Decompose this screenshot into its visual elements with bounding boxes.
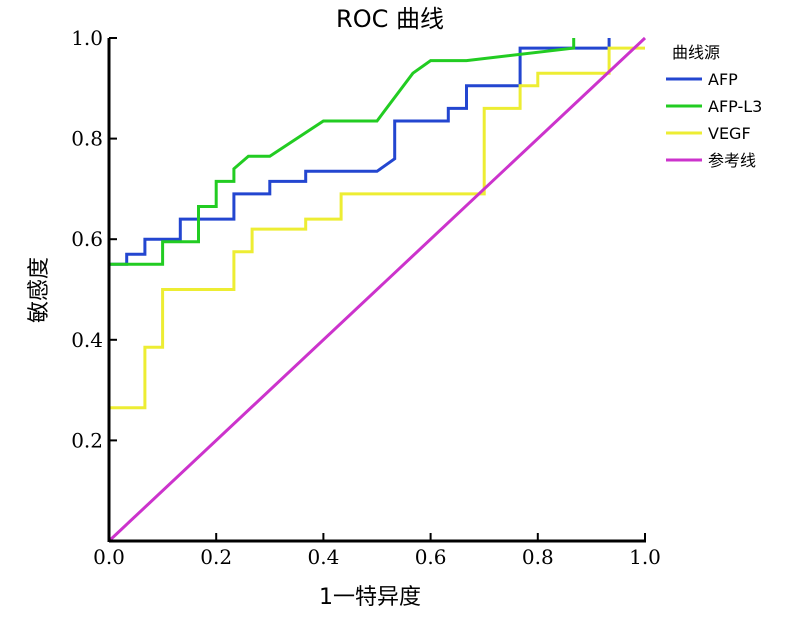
y-tick-label: 0.6 [71, 227, 103, 251]
x-tick-label: 0.8 [522, 545, 554, 569]
series-line-3 [107, 46, 645, 541]
x-tick-label: 0.6 [415, 545, 447, 569]
tick-layer: 0.0 0.2 0.4 0.6 0.8 1.0 0.2 0.4 0.6 0.8 1.0 [71, 26, 661, 569]
series-layer [107, 36, 647, 543]
series-line-1 [109, 38, 611, 266]
y-tick-label: 0.4 [71, 328, 103, 352]
x-tick-label: 1.0 [629, 545, 661, 569]
legend: 曲线源 AFP AFP-L3 VEGF 参考线 [666, 43, 762, 170]
x-tick-label: 0.0 [93, 545, 125, 569]
legend-label-3: VEGF [708, 124, 751, 143]
x-axis-title: 1一特异度 [319, 585, 421, 610]
legend-label-2: AFP-L3 [708, 97, 762, 116]
legend-title: 曲线源 [672, 43, 720, 62]
y-tick-label: 1.0 [71, 26, 103, 50]
y-axis-title: 敏感度 [27, 257, 52, 323]
y-tick-label: 0.2 [71, 428, 103, 452]
x-tick-label: 0.4 [307, 545, 339, 569]
legend-items: AFP AFP-L3 VEGF 参考线 [666, 70, 762, 170]
x-tick-label: 0.2 [200, 545, 232, 569]
series-line-4 [107, 36, 647, 543]
y-tick-label: 0.8 [71, 127, 103, 151]
series-line-2 [109, 38, 576, 266]
chart-title: ROC 曲线 [336, 5, 444, 33]
plot-area: 0.0 0.2 0.4 0.6 0.8 1.0 0.2 0.4 0.6 0.8 1.0 [71, 26, 661, 569]
legend-label-1: AFP [708, 70, 738, 89]
legend-label-4: 参考线 [708, 151, 756, 170]
